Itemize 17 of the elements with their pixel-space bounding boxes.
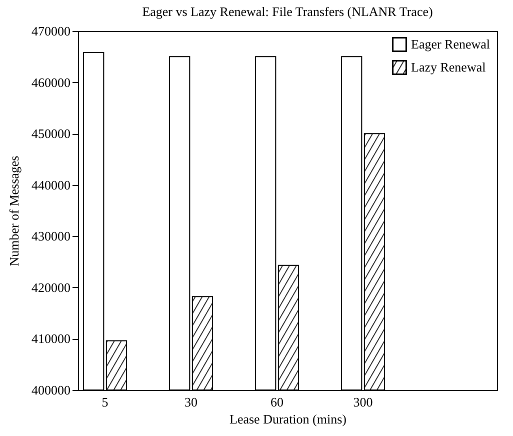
x-tick-label: 60 [270, 394, 284, 410]
x-axis-title: Lease Duration (mins) [230, 412, 346, 426]
legend-label: Lazy Renewal [411, 60, 486, 74]
y-tick-label: 430000 [32, 228, 70, 244]
y-axis-title: Number of Messages [6, 156, 22, 266]
x-tick-label: 30 [184, 394, 198, 410]
legend-label: Eager Renewal [411, 36, 490, 52]
y-tick-label: 450000 [32, 126, 70, 142]
y-tick-label: 420000 [32, 280, 70, 295]
x-tick-label: 5 [102, 394, 108, 410]
y-tick-label: 470000 [32, 24, 70, 38]
x-tick-label: 300 [353, 394, 373, 410]
y-tick-label: 400000 [32, 382, 70, 398]
y-tick-label: 410000 [32, 331, 70, 346]
chart-title: Eager vs Lazy Renewal: File Transfers (NLANR Trace) [142, 4, 433, 19]
y-tick-label: 440000 [32, 177, 70, 192]
y-tick-label: 460000 [32, 74, 70, 90]
